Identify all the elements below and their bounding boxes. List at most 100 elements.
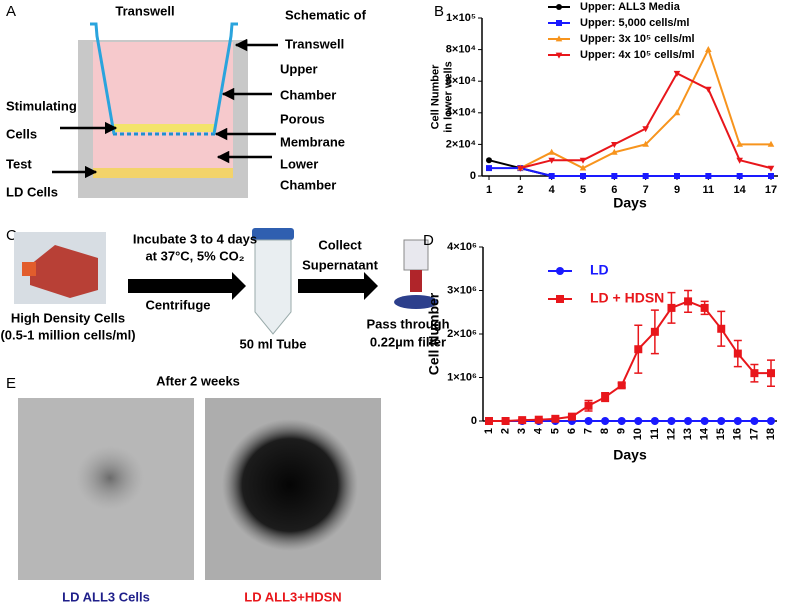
x-tick-label: 13 <box>682 428 694 440</box>
label: LD Cells <box>6 184 58 199</box>
x-tick-label: 7 <box>643 184 649 196</box>
marker <box>667 417 676 425</box>
marker <box>485 417 493 425</box>
marker <box>517 165 524 172</box>
y-tick-label: 1×10⁶ <box>447 371 477 383</box>
marker <box>684 297 693 306</box>
x-tick-label: 6 <box>611 184 617 196</box>
marker <box>567 412 576 421</box>
panel-title: After 2 weeks <box>156 373 240 388</box>
x-tick-label: 9 <box>674 184 680 196</box>
label: (0.5-1 million cells/ml) <box>0 327 135 342</box>
x-tick-label: 9 <box>616 428 628 434</box>
x-tick-label: 4 <box>549 184 556 196</box>
marker <box>736 173 743 179</box>
x-axis-label: Days <box>613 447 647 463</box>
x-tick-label: 6 <box>566 428 578 434</box>
insert-right <box>212 22 238 135</box>
panel-letter: E <box>6 375 16 392</box>
label: Stimulating <box>6 98 77 113</box>
marker <box>750 369 759 378</box>
panel-letter: A <box>6 3 16 20</box>
marker <box>580 173 586 179</box>
x-tick-label: 17 <box>748 428 760 440</box>
x-tick-label: 14 <box>734 184 747 196</box>
marker <box>548 148 555 155</box>
x-tick-label: 2 <box>517 184 523 196</box>
marker <box>705 173 712 179</box>
filter-base <box>394 295 438 309</box>
legend-label: Upper: 4x 10⁵ cells/ml <box>580 49 695 61</box>
y-tick-label: 2×10⁴ <box>446 138 476 150</box>
flask-cap <box>22 262 36 276</box>
panel-letter: C <box>6 227 17 244</box>
marker <box>634 417 643 425</box>
x-tick-label: 2 <box>499 428 511 434</box>
x-tick-label: 18 <box>765 428 777 440</box>
marker <box>579 157 587 164</box>
marker <box>673 70 681 77</box>
y-tick-label: 1×10⁵ <box>446 12 476 24</box>
marker <box>736 157 743 164</box>
x-axis-label: Days <box>613 195 647 211</box>
y-tick-label: 3×10⁶ <box>447 284 477 296</box>
flask <box>30 245 98 298</box>
x-tick-label: 8 <box>599 428 611 434</box>
marker <box>617 381 626 390</box>
y-axis-label: in lower wells <box>442 61 454 133</box>
label: 0.22µm filter <box>370 334 446 349</box>
marker <box>768 173 774 179</box>
marker <box>736 140 743 147</box>
x-tick-label: 10 <box>632 428 644 440</box>
marker <box>579 164 587 171</box>
label: 50 ml Tube <box>240 336 307 351</box>
marker <box>617 417 626 425</box>
marker <box>551 414 560 423</box>
marker <box>700 417 709 425</box>
cell-colony <box>222 419 358 551</box>
marker <box>548 173 555 179</box>
marker <box>486 165 492 172</box>
marker <box>705 86 712 93</box>
label: at 37°C, 5% CO₂ <box>145 248 244 263</box>
marker <box>733 349 742 358</box>
marker <box>556 295 564 303</box>
panel-c: C Incubate 3 to 4 days at 37°C, 5% CO₂ C… <box>0 227 449 351</box>
x-tick-label: 14 <box>699 427 711 440</box>
ld-cells <box>93 168 233 178</box>
marker <box>611 142 618 148</box>
y-tick-label: 2×10⁶ <box>447 328 477 340</box>
label: Chamber <box>280 87 336 102</box>
label: Centrifuge <box>146 297 211 312</box>
label: Upper <box>280 61 318 76</box>
tube-cap <box>252 228 294 240</box>
image-label: LD ALL3+HDSN <box>244 589 341 604</box>
y-axis-label: Cell Number <box>426 292 442 375</box>
x-tick-label: 16 <box>732 428 744 440</box>
y-tick-label: 4×10⁴ <box>446 107 476 119</box>
marker <box>518 416 527 425</box>
marker <box>642 173 649 179</box>
panel-letter: D <box>423 232 434 249</box>
legend-label: Upper: 5,000 cells/ml <box>580 17 689 29</box>
marker <box>601 393 610 402</box>
filter-body <box>410 270 422 292</box>
marker <box>584 417 593 425</box>
marker <box>767 417 775 425</box>
marker <box>611 173 618 179</box>
marker <box>642 140 649 147</box>
marker <box>674 173 680 179</box>
label: Transwell <box>285 36 344 51</box>
medium <box>93 42 233 178</box>
image-label: LD ALL3 Cells <box>62 589 150 604</box>
series-line <box>489 167 771 177</box>
y-tick-label: 4×10⁶ <box>447 241 477 253</box>
legend-label: LD <box>590 262 609 278</box>
label: Cells <box>6 126 37 141</box>
marker <box>556 4 562 10</box>
legend-label: Upper: 3x 10⁵ cells/ml <box>580 33 695 45</box>
x-tick-label: 12 <box>665 428 677 440</box>
marker <box>684 417 693 425</box>
y-tick-label: 0 <box>470 170 476 182</box>
arrow <box>298 272 378 300</box>
